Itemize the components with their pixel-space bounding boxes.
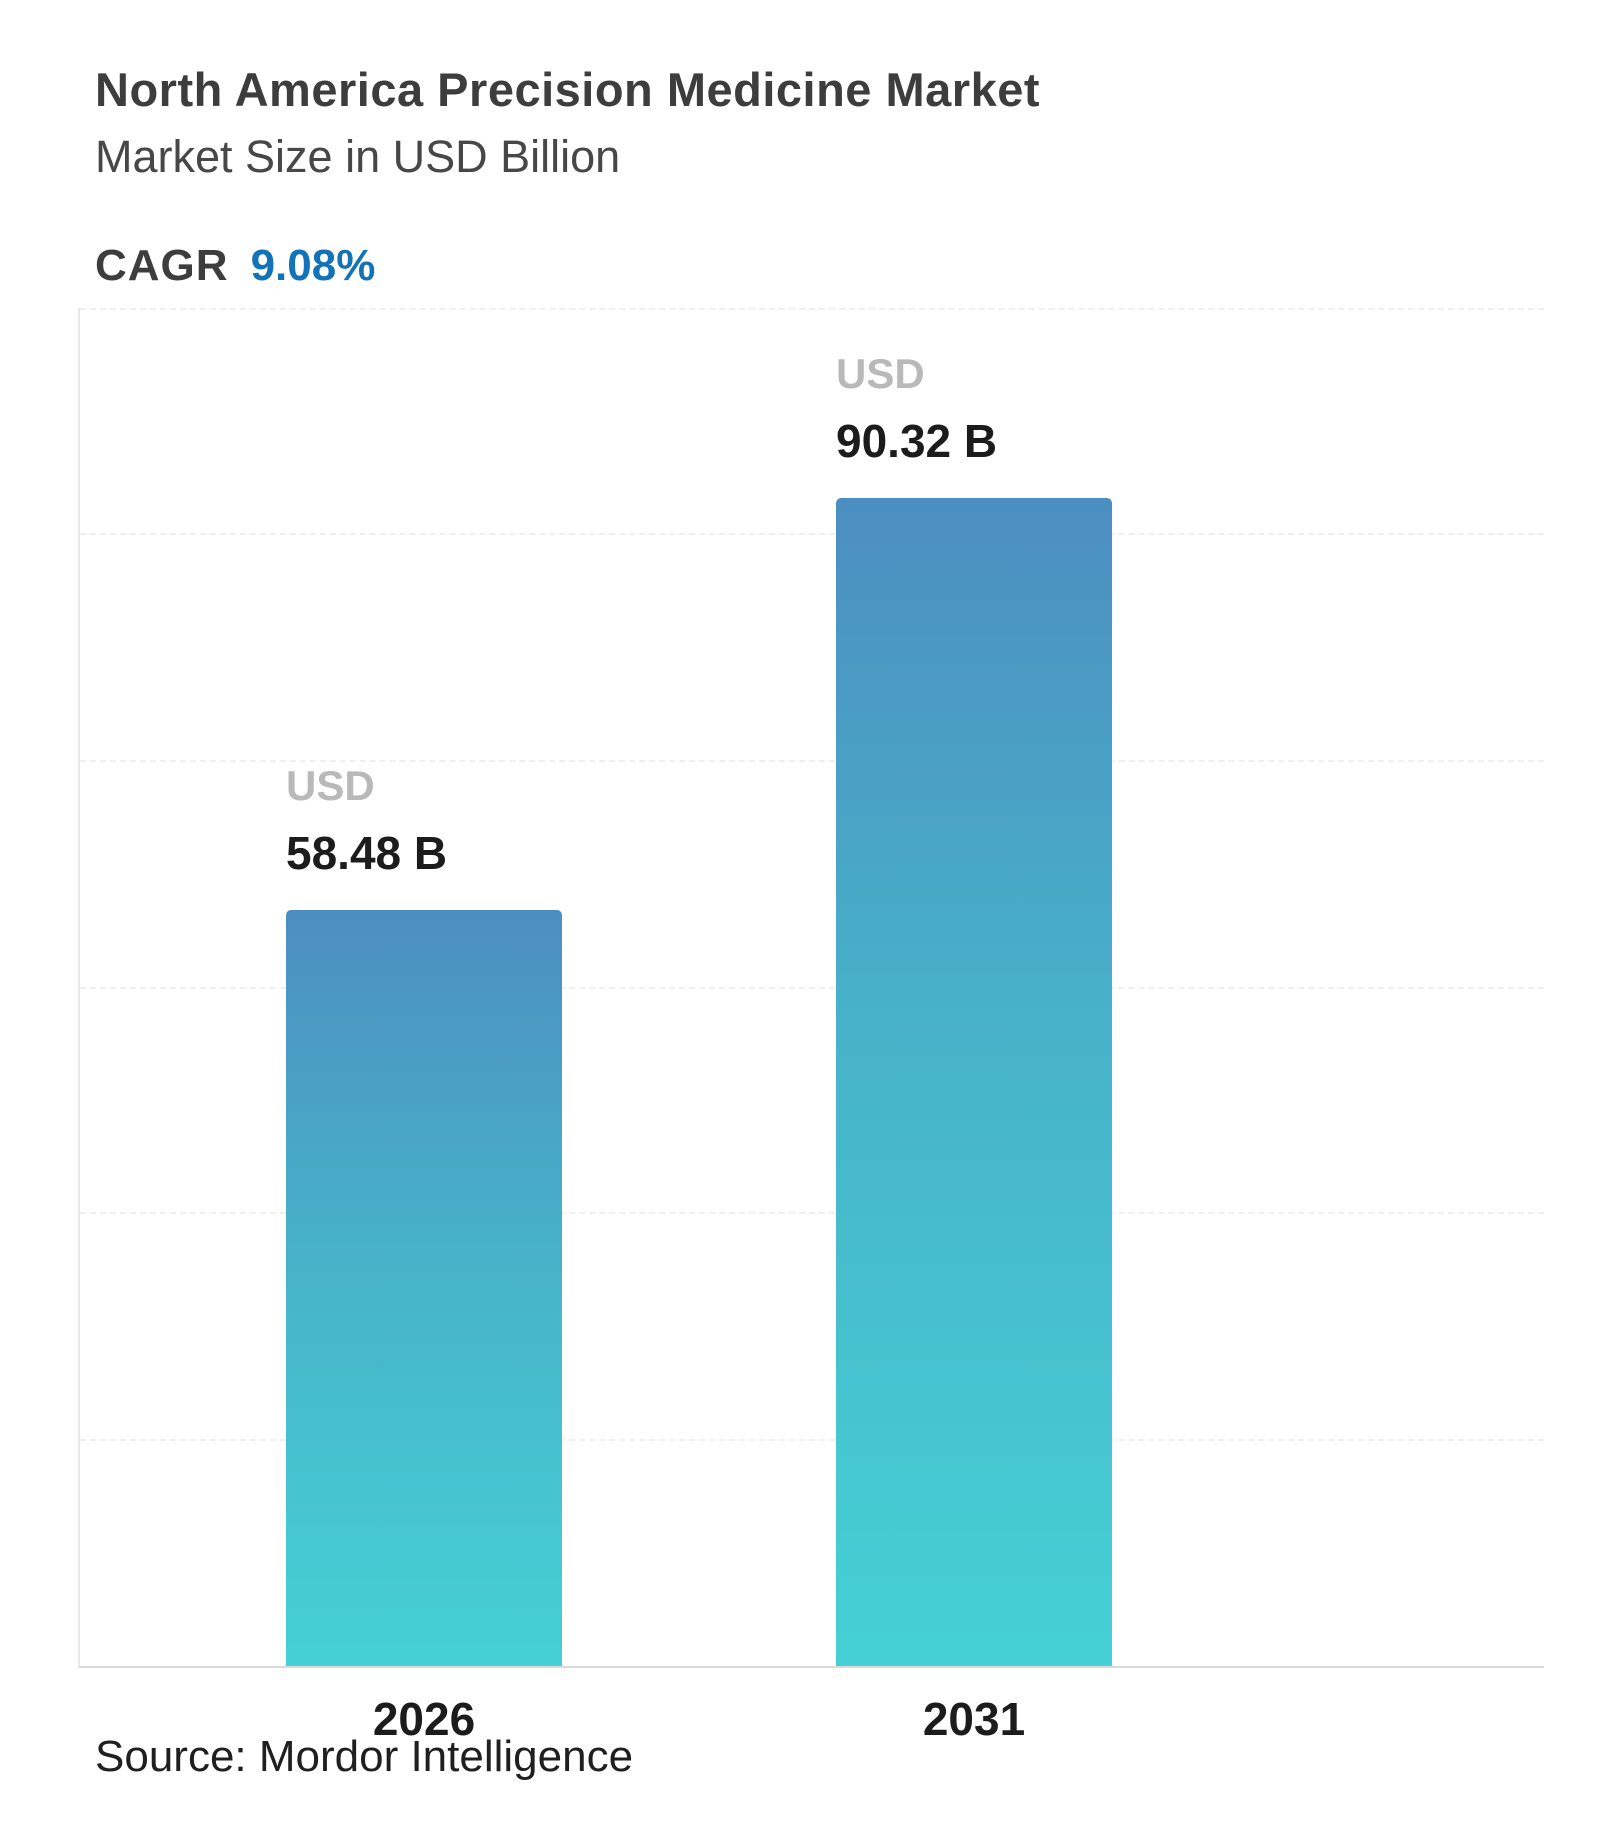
bar-group-2026: USD 58.48 B xyxy=(286,308,562,1666)
gridline xyxy=(80,308,1544,310)
chart-header: North America Precision Medicine Market … xyxy=(95,62,1040,291)
gridline xyxy=(80,1439,1544,1442)
x-axis-label-2026: 2026 xyxy=(372,1693,476,1745)
bar-2026 xyxy=(286,909,562,1666)
bar-2031 xyxy=(836,497,1112,1666)
gridline xyxy=(80,987,1544,989)
bar-value-label: 58.48 B xyxy=(286,826,448,879)
cagr-value: 9.08% xyxy=(250,241,376,290)
x-axis-label-2031: 2031 xyxy=(922,1693,1026,1745)
gridline xyxy=(80,1212,1544,1215)
currency-label: USD xyxy=(286,761,375,809)
bar-value-block: USD 90.32 B xyxy=(836,350,1112,468)
chart-title: North America Precision Medicine Market xyxy=(95,63,1040,116)
bar-value-label: 90.32 B xyxy=(836,414,998,467)
bar-group-2031: USD 90.32 B xyxy=(836,308,1112,1666)
chart-subtitle: Market Size in USD Billion xyxy=(95,131,621,182)
source-text: Source: Mordor Intelligence xyxy=(95,1732,634,1781)
plot-area: USD 58.48 B USD 90.32 B 2026 2031 xyxy=(78,308,1544,1745)
gridline xyxy=(80,760,1544,763)
gridline xyxy=(80,533,1544,536)
currency-label: USD xyxy=(836,349,925,397)
cagr-row: CAGR 9.08% xyxy=(95,241,1040,291)
bar-value-block: USD 58.48 B xyxy=(286,762,562,880)
cagr-label: CAGR xyxy=(95,241,229,290)
